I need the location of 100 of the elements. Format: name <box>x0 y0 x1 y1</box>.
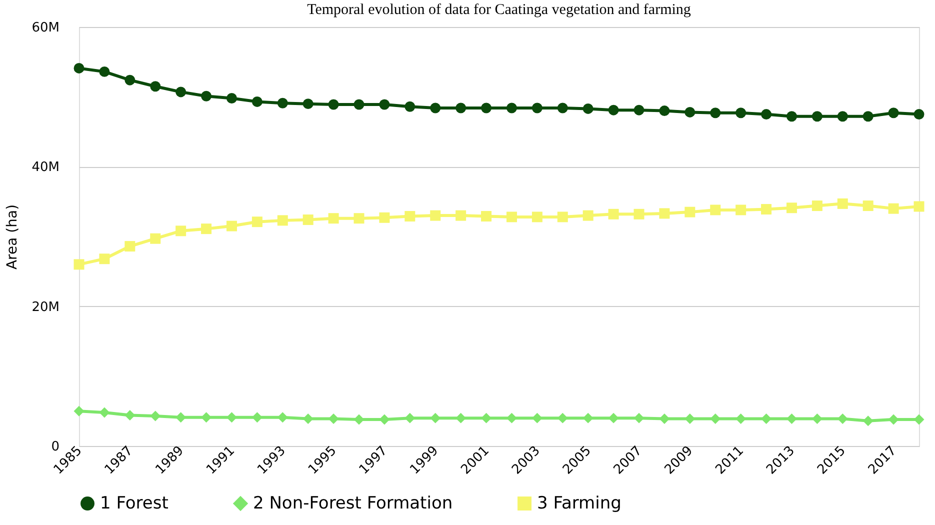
point <box>226 412 237 423</box>
point <box>634 208 644 220</box>
point <box>684 414 696 424</box>
point <box>201 412 212 423</box>
point <box>812 414 822 424</box>
point <box>888 414 899 425</box>
point <box>557 412 568 424</box>
point <box>557 212 568 222</box>
point <box>659 208 670 219</box>
legend-label: 1 Forest <box>100 494 169 514</box>
point <box>430 102 441 114</box>
point <box>888 203 899 214</box>
point <box>761 109 772 120</box>
point <box>226 92 237 104</box>
point <box>761 204 772 215</box>
point <box>328 99 339 110</box>
point <box>456 210 466 221</box>
point <box>481 211 492 222</box>
point <box>608 104 619 116</box>
point <box>302 414 314 424</box>
point <box>277 98 288 108</box>
point <box>710 204 721 216</box>
point <box>481 412 492 424</box>
point <box>379 99 390 110</box>
point <box>736 204 746 216</box>
point <box>354 414 364 425</box>
point <box>226 220 237 232</box>
point <box>812 200 822 212</box>
point <box>277 412 288 423</box>
point <box>710 414 721 424</box>
legend-label: 3 Farming <box>537 494 622 514</box>
y-tick-label: 40M <box>32 160 60 176</box>
point <box>888 108 899 118</box>
legend-label: 2 Non-Forest Formation <box>253 494 453 514</box>
point <box>837 111 848 122</box>
point <box>786 202 797 214</box>
point <box>74 62 84 74</box>
point <box>506 212 517 222</box>
point <box>786 111 797 122</box>
point <box>710 108 721 118</box>
point <box>430 210 441 221</box>
point <box>812 111 822 122</box>
point <box>736 414 746 424</box>
point <box>786 414 797 424</box>
point <box>684 206 696 218</box>
point <box>277 215 288 226</box>
y-tick-label: 20M <box>32 300 60 315</box>
point <box>176 412 186 423</box>
y-axis-title: Area (ha) <box>4 204 21 270</box>
point <box>582 103 594 114</box>
point <box>201 224 212 234</box>
point <box>659 106 670 116</box>
point <box>124 241 136 252</box>
point <box>176 226 186 236</box>
point <box>914 109 924 120</box>
point <box>914 414 924 425</box>
point <box>914 201 924 212</box>
point <box>456 412 466 424</box>
point <box>634 412 644 424</box>
chart-title: Temporal evolution of data for Caatinga vegetation and farming <box>307 2 692 18</box>
point <box>557 102 568 114</box>
point <box>837 414 848 424</box>
point <box>506 102 517 114</box>
point <box>74 406 84 416</box>
point <box>354 99 364 110</box>
point <box>532 412 542 424</box>
point <box>608 208 619 220</box>
point <box>150 81 161 92</box>
point <box>124 410 136 421</box>
point <box>252 412 262 423</box>
point <box>201 90 212 102</box>
point <box>379 212 390 223</box>
point <box>176 86 186 98</box>
point <box>862 200 874 212</box>
point <box>456 102 466 114</box>
point <box>736 108 746 118</box>
point <box>99 407 110 418</box>
point <box>252 216 262 228</box>
point <box>328 414 339 424</box>
point <box>328 213 339 224</box>
point <box>532 212 542 222</box>
point <box>302 98 314 110</box>
point <box>404 412 416 424</box>
point <box>634 104 644 116</box>
point <box>837 198 848 209</box>
y-tick-label: 60M <box>32 20 60 36</box>
point <box>74 259 84 270</box>
point <box>150 233 161 244</box>
point <box>150 410 161 422</box>
point <box>684 106 696 118</box>
point <box>430 412 441 424</box>
point <box>608 412 619 424</box>
point <box>582 412 594 424</box>
point <box>354 213 364 224</box>
point <box>404 211 416 222</box>
point <box>404 101 416 112</box>
point <box>862 111 874 122</box>
point <box>532 102 542 114</box>
point <box>481 102 492 114</box>
point <box>379 414 390 425</box>
